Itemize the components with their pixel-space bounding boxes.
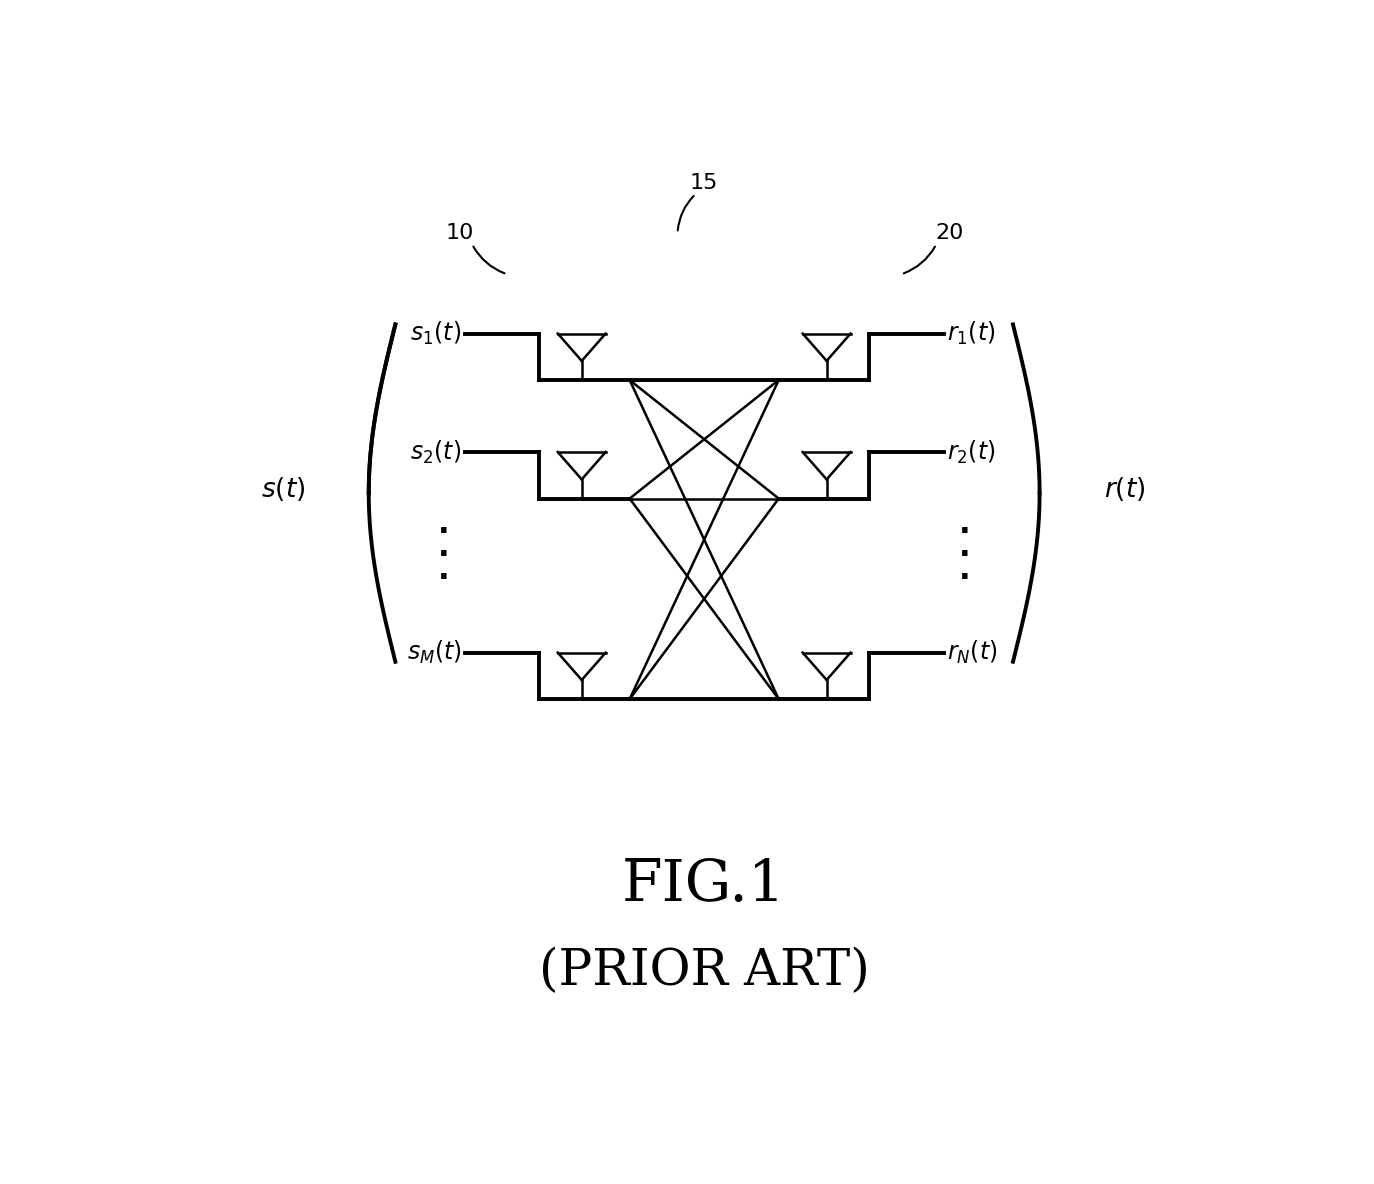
Text: $s_M(t)$: $s_M(t)$ (407, 639, 462, 667)
Text: (PRIOR ART): (PRIOR ART) (539, 947, 870, 997)
Text: .: . (959, 556, 971, 585)
Text: $r(t)$: $r(t)$ (1105, 475, 1146, 502)
Text: .: . (959, 510, 971, 540)
Text: 15: 15 (690, 173, 719, 193)
Text: 10: 10 (445, 224, 474, 243)
Text: 20: 20 (934, 224, 963, 243)
Text: $s(t)$: $s(t)$ (261, 475, 306, 502)
Text: $r_N(t)$: $r_N(t)$ (947, 639, 998, 667)
Text: $r_2(t)$: $r_2(t)$ (947, 438, 996, 465)
Text: $s_1(t)$: $s_1(t)$ (411, 320, 462, 347)
Text: .: . (959, 533, 971, 562)
Text: FIG.1: FIG.1 (622, 857, 786, 913)
Text: $r_1(t)$: $r_1(t)$ (947, 320, 996, 347)
Text: .: . (437, 533, 449, 562)
Text: $s_2(t)$: $s_2(t)$ (411, 438, 462, 465)
Text: .: . (437, 510, 449, 540)
Text: .: . (437, 556, 449, 585)
